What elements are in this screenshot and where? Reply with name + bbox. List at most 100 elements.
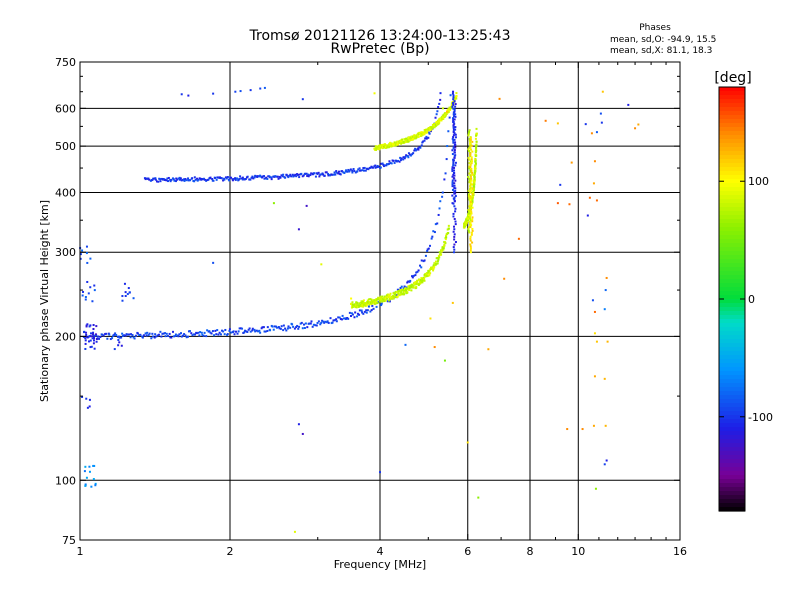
trace-point: [333, 171, 336, 174]
trace-point: [252, 177, 255, 180]
trace-point: [376, 166, 379, 169]
trace-point: [356, 302, 359, 305]
trace-point: [403, 290, 406, 293]
spike-point: [467, 148, 470, 151]
spike-point: [471, 206, 474, 209]
spike-point: [453, 200, 456, 203]
spike-point: [453, 196, 456, 199]
trace-point: [263, 330, 266, 333]
trace-point: [437, 106, 440, 109]
trace-point: [136, 332, 139, 335]
colorbar-segment: [719, 419, 745, 424]
spike-point: [467, 193, 470, 196]
trace-point: [389, 298, 392, 301]
cluster-point: [92, 331, 95, 334]
trace-point: [474, 162, 477, 165]
trace-point: [282, 324, 285, 327]
spike-point: [454, 220, 457, 223]
scatter-point: [234, 90, 237, 93]
scatter-point: [477, 496, 480, 499]
colorbar-segment: [719, 155, 745, 160]
trace-point: [434, 116, 437, 119]
trace-point: [320, 173, 323, 176]
spike-point: [468, 158, 471, 161]
trace-point: [362, 312, 365, 315]
spike-point: [453, 205, 456, 208]
cluster-point: [90, 335, 93, 338]
trace-point: [363, 302, 366, 305]
trace-point: [165, 332, 168, 335]
cluster-point: [84, 347, 87, 350]
scatter-point: [212, 261, 215, 264]
trace-point: [275, 325, 278, 328]
trace-point: [357, 168, 360, 171]
x-axis-label: Frequency [MHz]: [334, 558, 426, 571]
trace-point: [396, 295, 399, 298]
spike-point: [452, 225, 455, 228]
scatter-point: [503, 277, 506, 280]
trace-point: [415, 285, 418, 288]
scatter-point: [590, 132, 593, 135]
trace-point: [221, 329, 224, 332]
trace-point: [379, 166, 382, 169]
trace-point: [455, 92, 458, 95]
trace-point: [144, 332, 147, 335]
spike-point: [452, 147, 455, 150]
trace-point: [442, 116, 445, 119]
trace-point: [269, 329, 272, 332]
trace-point: [381, 144, 384, 147]
trace-point: [238, 327, 241, 330]
spike-point: [454, 136, 457, 139]
trace-point: [239, 175, 242, 178]
trace-point: [371, 166, 374, 169]
trace-point: [407, 140, 410, 143]
colorbar-segment: [719, 287, 745, 292]
trace-point: [159, 178, 162, 181]
trace-point: [422, 131, 425, 134]
trace-point: [223, 333, 226, 336]
trace-point: [259, 175, 262, 178]
trace-point: [324, 320, 327, 323]
spike-point: [451, 102, 454, 105]
trace-point: [349, 315, 352, 318]
colorbar-segment: [719, 187, 745, 192]
trace-point: [420, 277, 423, 280]
trace-point: [375, 299, 378, 302]
trace-point: [329, 174, 332, 177]
trace-point: [433, 266, 436, 269]
trace-point: [153, 177, 156, 180]
trace-point: [197, 331, 200, 334]
trace-point: [403, 157, 406, 160]
trace-point: [381, 300, 384, 303]
trace-point: [409, 279, 412, 282]
trace-point: [400, 157, 403, 160]
scatter-point: [606, 340, 609, 343]
trace-point: [217, 176, 220, 179]
trace-point: [415, 286, 418, 289]
trace-point: [348, 169, 351, 172]
trace-point: [211, 177, 214, 180]
trace-point: [184, 334, 187, 337]
trace-point: [409, 137, 412, 140]
colorbar-segment: [719, 367, 745, 372]
trace-point: [85, 333, 88, 336]
spike-point: [453, 248, 456, 251]
trace-point: [475, 149, 478, 152]
cluster-point: [95, 338, 98, 341]
trace-point: [99, 335, 102, 338]
trace-point: [393, 161, 396, 164]
colorbar-segment: [719, 231, 745, 236]
trace-point: [383, 299, 386, 302]
trace-point: [339, 318, 342, 321]
trace-point: [389, 292, 392, 295]
trace-point: [354, 311, 357, 314]
trace-point: [416, 279, 419, 282]
trace-point: [356, 315, 359, 318]
trace-point: [439, 200, 442, 203]
trace-point: [206, 329, 209, 332]
trace-point: [362, 302, 365, 305]
trace-point: [475, 146, 478, 149]
spike-point: [454, 210, 457, 213]
trace-point: [397, 290, 400, 293]
colorbar-segment: [719, 131, 745, 136]
